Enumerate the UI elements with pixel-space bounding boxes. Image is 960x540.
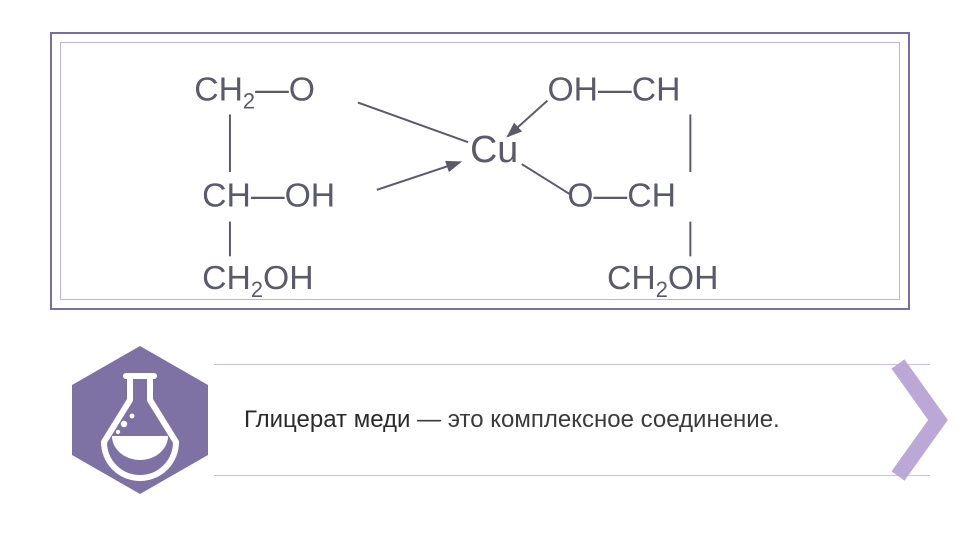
group-left-bot: CH2OH (202, 259, 313, 299)
chevron-icon (890, 356, 960, 484)
caption-box: Глицерат меди — это комплексное соединен… (214, 364, 930, 476)
group-right-bot: CH2OH (607, 259, 718, 299)
bond-o-cu-left (358, 103, 468, 143)
caption-rest: — это комплексное соединение. (410, 406, 779, 433)
caption-term: Глицерат меди (244, 406, 410, 433)
group-left-top: CH2—O (194, 71, 315, 114)
group-left-mid: CH—OH (202, 177, 335, 215)
hexagon-badge (60, 340, 220, 500)
molecular-structure-svg: CH2—O OH—CH Cu CH—OH O—CH CH2OH CH2OH (61, 43, 899, 299)
bond-o-cu-right (522, 164, 570, 194)
arrow-oh-cu-right (508, 101, 548, 137)
formula-inner-frame: CH2—O OH—CH Cu CH—OH O—CH CH2OH CH2OH (60, 42, 900, 300)
caption-text: Глицерат меди — это комплексное соединен… (244, 404, 780, 436)
group-right-mid: O—CH (567, 177, 676, 215)
formula-outer-frame: CH2—O OH—CH Cu CH—OH O—CH CH2OH CH2OH (50, 32, 910, 310)
hexagon-shape (72, 346, 208, 494)
caption-row: Глицерат меди — это комплексное соединен… (60, 340, 930, 500)
group-right-top: OH—CH (547, 71, 680, 109)
arrow-oh-cu-left (377, 162, 460, 190)
